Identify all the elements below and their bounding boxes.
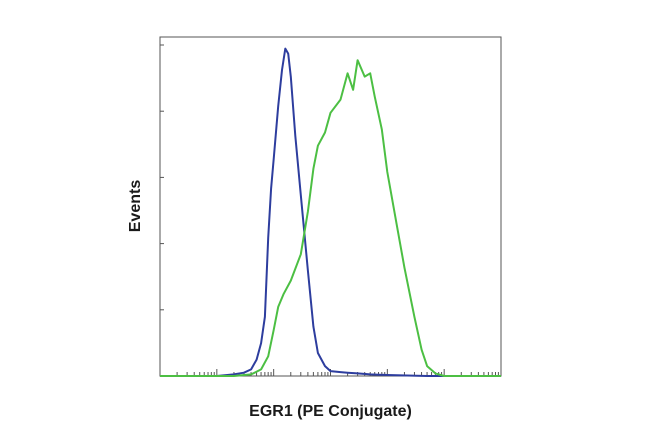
series-line-1 [160, 47, 501, 377]
series-line-2 [160, 59, 501, 377]
x-axis-title: EGR1 (PE Conjugate) [249, 403, 412, 420]
plot-frame [159, 36, 502, 377]
y-axis-title: Events [127, 180, 144, 233]
y-axis-ticks [160, 44, 164, 377]
series-lines [160, 47, 501, 377]
